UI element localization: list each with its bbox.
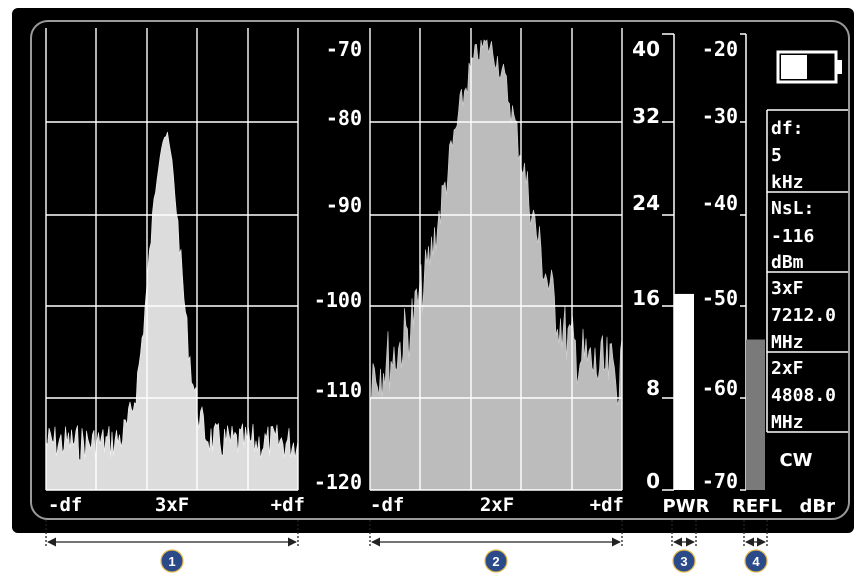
pwr-scale-tick: 32: [632, 104, 660, 128]
nsl-label: NsL:: [771, 198, 814, 219]
scale-tick: -110: [314, 378, 362, 402]
x-label-minus-df: -df: [370, 494, 404, 516]
spectrum-3xf-trace: [45, 131, 299, 491]
x-label-plus-df: +df: [271, 494, 305, 516]
screen-bezel: [30, 20, 850, 520]
pwr-meter: 40 32 24 16 8 0 PWR: [632, 33, 710, 517]
info-panel: df: 5 kHz NsL: -116 dBm 3xF 7212.0 MHz 2…: [766, 109, 848, 471]
3xf-unit: MHz: [771, 332, 804, 353]
pwr-scale-tick: 8: [646, 376, 660, 400]
battery-icon: [776, 50, 842, 84]
spectrum-3xf-panel: -df 3xF +df: [45, 28, 305, 516]
scale-tick: -120: [314, 470, 362, 494]
x-label-3xf: 3xF: [155, 494, 189, 516]
refl-scale-ticks: [740, 33, 747, 491]
spectrum-2xf-trace: [369, 39, 623, 491]
callout-number: 2: [492, 554, 499, 569]
spectrum-3xf-grid: [45, 28, 299, 491]
pwr-scale-ticks: [662, 33, 675, 491]
pwr-level-bar: [674, 293, 694, 490]
refl-scale-tick: -30: [702, 104, 738, 128]
refl-scale-tick: -20: [702, 37, 738, 61]
pwr-scale-tick: 16: [632, 286, 660, 310]
scale-tick: -90: [326, 193, 362, 217]
x-label-plus-df: +df: [590, 494, 624, 516]
spectrum-2xf-grid: [369, 28, 623, 491]
callout-1: 1: [160, 549, 184, 573]
2xf-value: 4808.0: [771, 385, 836, 406]
refl-scale-tick: -60: [702, 376, 738, 400]
spectrum-2xf-panel: -df 2xF +df: [369, 28, 624, 516]
refl-scale-tick: -70: [702, 469, 738, 493]
info-panel-frame: [766, 109, 848, 433]
callout-2: 2: [484, 549, 508, 573]
callout-number: 4: [752, 554, 760, 569]
mode-label: CW: [779, 450, 812, 471]
pwr-scale-tick: 40: [632, 37, 660, 61]
scale-tick: -80: [326, 106, 362, 130]
df-unit: kHz: [771, 172, 804, 193]
df-label: df:: [771, 118, 804, 139]
pwr-scale-tick: 24: [632, 191, 660, 215]
x-label-2xf: 2xF: [480, 494, 514, 516]
nsl-unit: dBm: [771, 252, 804, 273]
callout-number: 3: [680, 554, 687, 569]
callout-4: 4: [744, 549, 768, 573]
3xf-value: 7212.0: [771, 305, 836, 326]
df-value: 5: [771, 145, 782, 166]
3xf-label: 3xF: [771, 278, 804, 299]
x-label-minus-df: -df: [48, 494, 82, 516]
scale-tick: -70: [326, 37, 362, 61]
nsl-value: -116: [771, 226, 814, 247]
refl-label: REFL: [732, 496, 782, 517]
pwr-label: PWR: [663, 496, 710, 517]
pwr-scale-tick: 0: [646, 469, 660, 493]
db-scale: -70 -80 -90 -100 -110 -120: [314, 37, 362, 494]
refl-level-bar: [746, 339, 765, 490]
refl-meter: -20 -30 -40 -50 -60 -70 REFL dBr: [702, 33, 836, 517]
unit-label: dBr: [800, 496, 836, 517]
callout-3: 3: [672, 549, 696, 573]
2xf-label: 2xF: [771, 358, 804, 379]
refl-scale-tick: -50: [702, 286, 738, 310]
callout-arrows: [45, 520, 768, 548]
refl-scale-tick: -40: [702, 191, 738, 215]
callout-number: 1: [168, 554, 175, 569]
2xf-unit: MHz: [771, 412, 804, 433]
scale-tick: -100: [314, 288, 362, 312]
